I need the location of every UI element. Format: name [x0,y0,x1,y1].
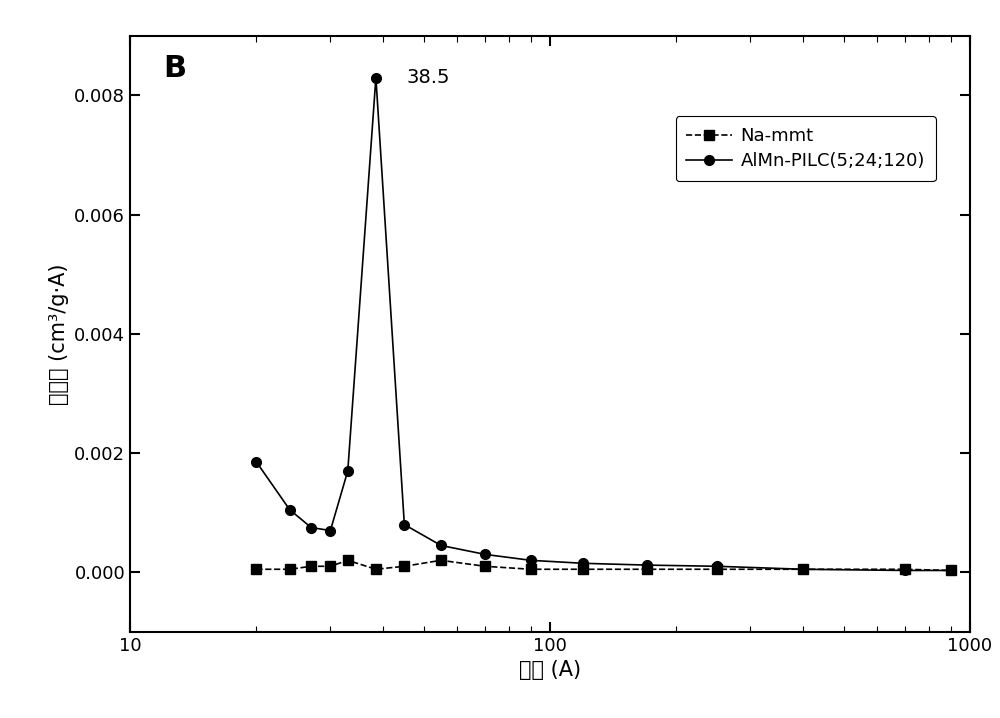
AlMn-PILC(5;24;120) [398,521,410,529]
Na-mmt [250,565,262,574]
AlMn-PILC(5;24;120) [525,556,537,564]
Na-mmt [305,562,317,571]
Legend: Na-mmt, AlMn-PILC(5;24;120): Na-mmt, AlMn-PILC(5;24;120) [676,116,936,182]
AlMn-PILC(5;24;120) [370,73,382,82]
Line: Na-mmt: Na-mmt [252,556,956,575]
Y-axis label: 孔体积 (cm³/g·A): 孔体积 (cm³/g·A) [49,263,69,405]
Na-mmt [324,562,336,571]
Na-mmt [641,565,653,574]
AlMn-PILC(5;24;120) [479,550,491,559]
Text: B: B [164,54,187,83]
Na-mmt [479,562,491,571]
Na-mmt [899,565,911,574]
Na-mmt [284,565,296,574]
AlMn-PILC(5;24;120) [435,541,447,550]
Na-mmt [398,562,410,571]
AlMn-PILC(5;24;120) [899,567,911,575]
Na-mmt [797,565,809,574]
AlMn-PILC(5;24;120) [945,567,957,575]
X-axis label: 孔径 (A): 孔径 (A) [519,661,581,680]
Na-mmt [435,556,447,564]
Na-mmt [711,565,723,574]
Na-mmt [342,556,354,564]
Na-mmt [370,565,382,574]
Line: AlMn-PILC(5;24;120): AlMn-PILC(5;24;120) [252,73,956,575]
AlMn-PILC(5;24;120) [641,561,653,569]
AlMn-PILC(5;24;120) [577,559,589,568]
AlMn-PILC(5;24;120) [250,457,262,466]
AlMn-PILC(5;24;120) [342,467,354,475]
Na-mmt [577,565,589,574]
Text: 38.5: 38.5 [406,68,450,87]
AlMn-PILC(5;24;120) [324,526,336,535]
AlMn-PILC(5;24;120) [284,505,296,514]
AlMn-PILC(5;24;120) [305,523,317,532]
AlMn-PILC(5;24;120) [797,565,809,574]
Na-mmt [525,565,537,574]
AlMn-PILC(5;24;120) [711,562,723,571]
Na-mmt [945,567,957,575]
